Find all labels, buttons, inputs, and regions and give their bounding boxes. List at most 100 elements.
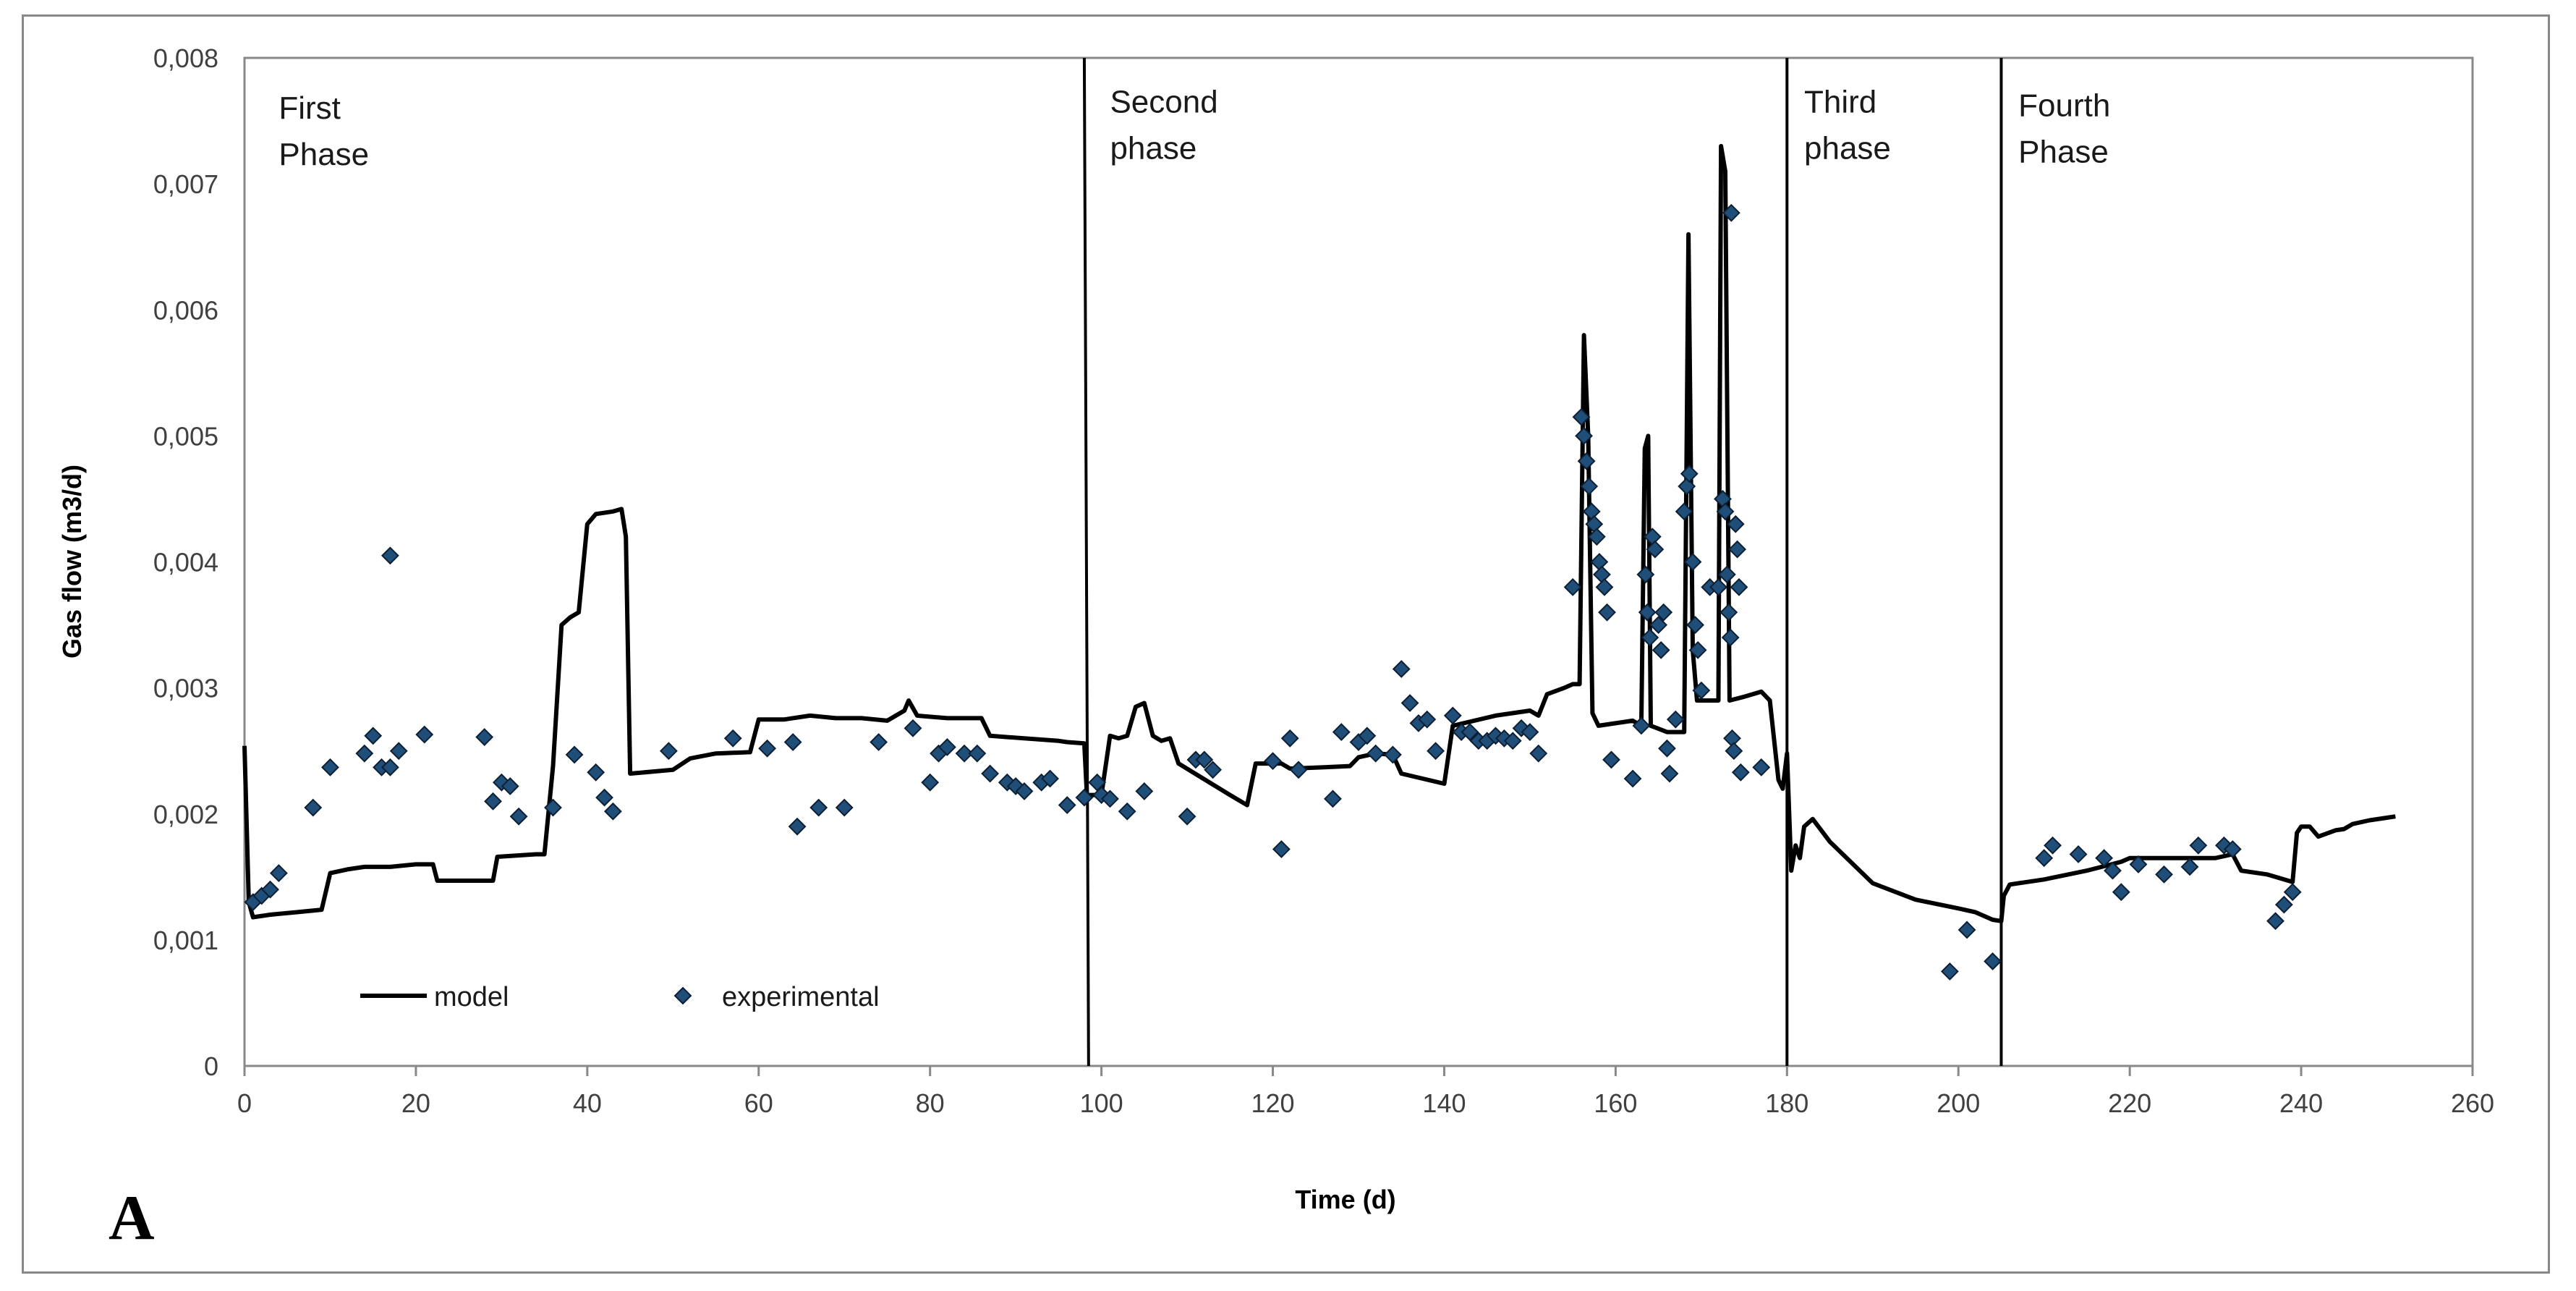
experimental-series (244, 203, 2302, 981)
experimental-point (1529, 744, 1548, 763)
experimental-point (2112, 883, 2130, 902)
experimental-point (492, 773, 511, 792)
experimental-point (1666, 710, 1685, 729)
experimental-point (1563, 577, 1582, 596)
experimental-point (1582, 502, 1601, 521)
experimental-point (1709, 577, 1727, 596)
experimental-point (1521, 723, 1539, 741)
experimental-point (1280, 729, 1299, 748)
experimental-point (723, 729, 742, 748)
experimental-point (2129, 855, 2148, 873)
model-line (242, 143, 2396, 923)
experimental-point (1503, 732, 1522, 750)
experimental-point (1461, 723, 1479, 741)
x-tick-label: 220 (2108, 1088, 2151, 1118)
experimental-point (904, 719, 922, 737)
experimental-point (484, 792, 502, 810)
experimental-point (1726, 515, 1745, 533)
experimental-point (1595, 577, 1614, 596)
y-tick-label: 0,004 (153, 548, 218, 577)
experimental-point (321, 758, 339, 776)
experimental-point (1204, 761, 1223, 779)
experimental-point (1652, 640, 1670, 659)
experimental-point (1575, 426, 1593, 445)
chart-frame (22, 14, 2550, 1274)
experimental-point (355, 744, 374, 763)
experimental-point (1289, 761, 1308, 779)
phase-label: Second (1110, 84, 1217, 119)
experimental-point (1118, 802, 1136, 821)
experimental-point (304, 798, 323, 817)
experimental-point (381, 546, 399, 565)
experimental-point (1649, 616, 1668, 634)
x-tick-label: 260 (2451, 1088, 2494, 1118)
experimental-point (659, 742, 678, 761)
experimental-point (2266, 912, 2284, 931)
experimental-point (1598, 603, 1616, 622)
phase-label: First (279, 90, 341, 126)
experimental-point (1383, 745, 1402, 764)
experimental-point (1716, 502, 1735, 521)
experimental-point (2155, 865, 2173, 884)
x-tick-label: 240 (2279, 1088, 2323, 1118)
experimental-point (1332, 723, 1351, 741)
experimental-point (1638, 603, 1657, 622)
x-tick-label: 60 (744, 1088, 773, 1118)
legend-model-label: model (434, 982, 509, 1012)
phase-boundary-line (1082, 57, 1090, 1067)
experimental-point (1580, 477, 1599, 496)
experimental-point (1418, 710, 1437, 729)
experimental-point (1324, 790, 1342, 808)
experimental-point (1587, 528, 1606, 546)
experimental-point (2095, 849, 2114, 868)
experimental-point (1654, 603, 1673, 622)
experimental-point (565, 745, 584, 764)
experimental-point (1041, 769, 1059, 788)
experimental-point (1680, 465, 1699, 483)
experimental-point (269, 864, 288, 883)
experimental-point (1632, 716, 1651, 735)
experimental-point (1015, 782, 1034, 800)
experimental-point (1957, 920, 1976, 939)
experimental-point (2180, 858, 2199, 876)
experimental-point (1675, 502, 1693, 521)
phase-label: Phase (279, 137, 369, 172)
experimental-point (1636, 565, 1655, 584)
experimental-point (921, 773, 940, 792)
experimental-point (1692, 681, 1711, 700)
experimental-point (1660, 764, 1679, 783)
model-series (242, 143, 2396, 923)
experimental-point (2274, 895, 2293, 914)
experimental-point (1940, 962, 1959, 981)
experimental-point (2283, 883, 2302, 902)
experimental-point (1984, 952, 2002, 970)
experimental-point (587, 763, 605, 782)
experimental-point (1135, 782, 1154, 800)
experimental-point (1358, 727, 1377, 745)
phase-label: Fourth (2018, 88, 2110, 124)
experimental-point (1264, 752, 1282, 771)
y-tick-label: 0,008 (153, 43, 218, 73)
y-tick-label: 0 (204, 1051, 218, 1081)
experimental-point (1092, 786, 1111, 805)
y-tick-label: 0,006 (153, 295, 218, 325)
experimental-point (1678, 477, 1696, 496)
experimental-point (389, 742, 408, 761)
experimental-point (998, 773, 1016, 792)
experimental-point (1101, 790, 1119, 808)
x-tick-label: 200 (1937, 1088, 1980, 1118)
x-tick-label: 40 (573, 1088, 602, 1118)
experimental-point (1058, 796, 1076, 814)
experimental-point (1752, 758, 1771, 776)
experimental-point (783, 733, 802, 751)
experimental-point (1443, 706, 1462, 725)
y-tick-label: 0,001 (153, 926, 218, 955)
experimental-point (1686, 616, 1704, 634)
experimental-point (1641, 628, 1659, 647)
experimental-point (1400, 694, 1419, 712)
experimental-point (870, 733, 888, 751)
experimental-point (1722, 203, 1740, 222)
legend-experimental-marker (673, 986, 692, 1005)
phase-label: phase (1804, 130, 1891, 166)
